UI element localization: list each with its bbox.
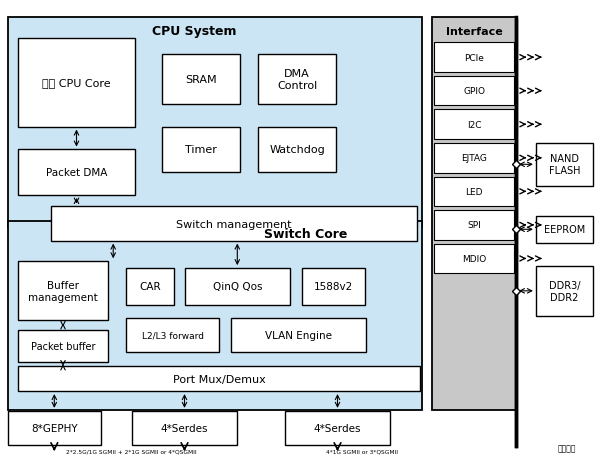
Text: Timer: Timer	[185, 145, 217, 155]
Text: Switch management: Switch management	[176, 219, 292, 229]
Bar	[8, 411, 101, 445]
Bar	[434, 110, 514, 140]
Bar	[302, 268, 365, 305]
Bar	[18, 39, 135, 127]
Bar	[434, 43, 514, 73]
Text: VLAN Engine: VLAN Engine	[265, 331, 332, 340]
Bar	[18, 150, 135, 196]
Bar	[536, 143, 593, 187]
Text: MDIO: MDIO	[462, 254, 486, 263]
Text: EEPROM: EEPROM	[544, 225, 585, 235]
Bar	[285, 411, 390, 445]
Text: CPU System: CPU System	[152, 25, 236, 38]
Text: LED: LED	[465, 187, 483, 197]
Bar	[8, 18, 422, 228]
Text: Interface: Interface	[446, 27, 502, 37]
Text: Packet DMA: Packet DMA	[46, 168, 107, 178]
Text: 1588v2: 1588v2	[314, 282, 353, 292]
Bar	[185, 268, 290, 305]
Bar	[434, 211, 514, 240]
Bar	[126, 268, 174, 305]
Text: 4*1G SGMII or 3*QSGMII: 4*1G SGMII or 3*QSGMII	[325, 449, 398, 454]
Text: L2/L3 forward: L2/L3 forward	[142, 331, 203, 340]
Bar	[18, 330, 108, 362]
Text: QinQ Qos: QinQ Qos	[212, 282, 262, 292]
Bar	[132, 411, 237, 445]
Bar	[162, 127, 240, 173]
Bar	[126, 318, 219, 353]
Bar	[434, 244, 514, 273]
Bar	[258, 127, 336, 173]
Text: 龙芯 CPU Core: 龙芯 CPU Core	[42, 78, 111, 88]
Text: SPI: SPI	[467, 221, 481, 230]
Text: NAND
FLASH: NAND FLASH	[548, 154, 580, 176]
Text: DDR3/
DDR2: DDR3/ DDR2	[548, 280, 580, 302]
Text: 龙芯中科: 龙芯中科	[558, 444, 576, 453]
Text: Port Mux/Demux: Port Mux/Demux	[173, 374, 265, 384]
Text: 4*Serdes: 4*Serdes	[161, 423, 208, 433]
Bar	[536, 266, 593, 316]
Text: SRAM: SRAM	[185, 75, 217, 85]
Text: Buffer
management: Buffer management	[28, 280, 98, 302]
Bar	[8, 222, 422, 410]
Bar	[231, 318, 366, 353]
Bar	[432, 18, 516, 410]
Bar	[162, 55, 240, 105]
Text: Packet buffer: Packet buffer	[31, 341, 95, 351]
Bar	[258, 55, 336, 105]
Bar	[51, 207, 417, 241]
Bar	[536, 216, 593, 243]
Bar	[18, 262, 108, 321]
Text: EJTAG: EJTAG	[461, 154, 487, 163]
Text: Watchdog: Watchdog	[269, 145, 325, 155]
Bar	[434, 177, 514, 207]
Bar	[434, 77, 514, 106]
Text: CAR: CAR	[139, 282, 161, 292]
Bar	[434, 144, 514, 173]
Text: DMA
Control: DMA Control	[277, 69, 317, 91]
Text: GPIO: GPIO	[463, 87, 485, 96]
Text: Switch Core: Switch Core	[264, 228, 347, 241]
Text: PCIe: PCIe	[464, 54, 484, 62]
Text: 2*2.5G/1G SGMII + 2*1G SGMII or 4*QSGMII: 2*2.5G/1G SGMII + 2*1G SGMII or 4*QSGMII	[66, 449, 197, 454]
Text: I2C: I2C	[467, 121, 481, 130]
Text: 4*Serdes: 4*Serdes	[314, 423, 361, 433]
Text: 8*GEPHY: 8*GEPHY	[31, 423, 77, 433]
Bar	[18, 366, 420, 391]
